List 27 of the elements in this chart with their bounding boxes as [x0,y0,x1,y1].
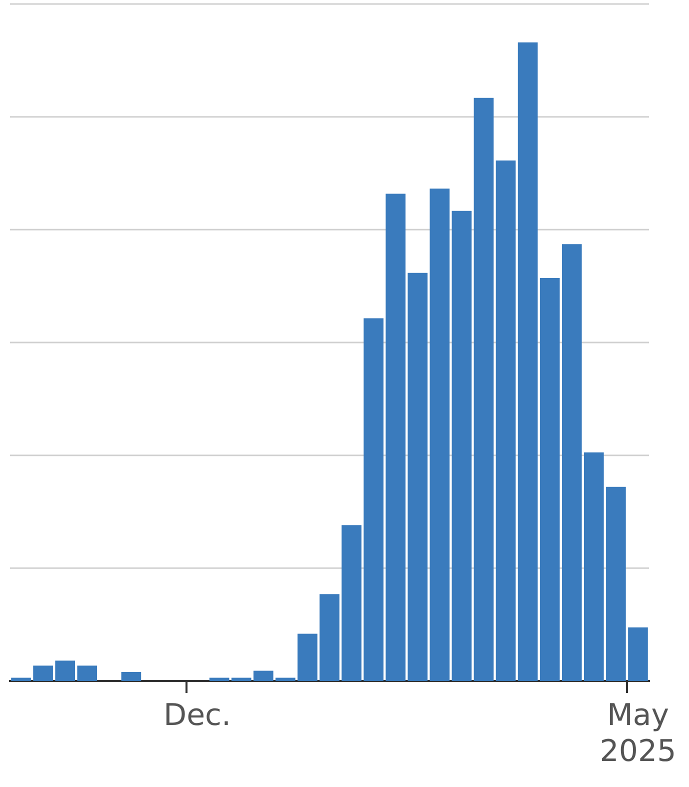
bar [364,318,384,681]
bar [276,678,296,681]
bar [474,98,494,681]
bar [77,666,98,681]
bar [33,666,53,681]
bar [518,42,538,681]
bar [231,678,252,681]
bar [628,627,648,681]
x-tick-label: May 2025 [600,698,676,769]
bar [55,660,75,681]
bar [342,525,362,681]
bar [11,678,31,681]
bar [430,188,450,681]
x-tick-label: Dec. [163,698,232,733]
bar [562,244,582,681]
bar [496,160,516,681]
bar [320,594,340,681]
bar [121,672,142,681]
bar [209,678,230,681]
bar [540,278,560,681]
bar [584,452,604,681]
bar [408,272,428,681]
bar [606,486,626,681]
bar [386,194,406,681]
bar [253,670,274,681]
bar [452,210,472,681]
bar [298,634,318,681]
